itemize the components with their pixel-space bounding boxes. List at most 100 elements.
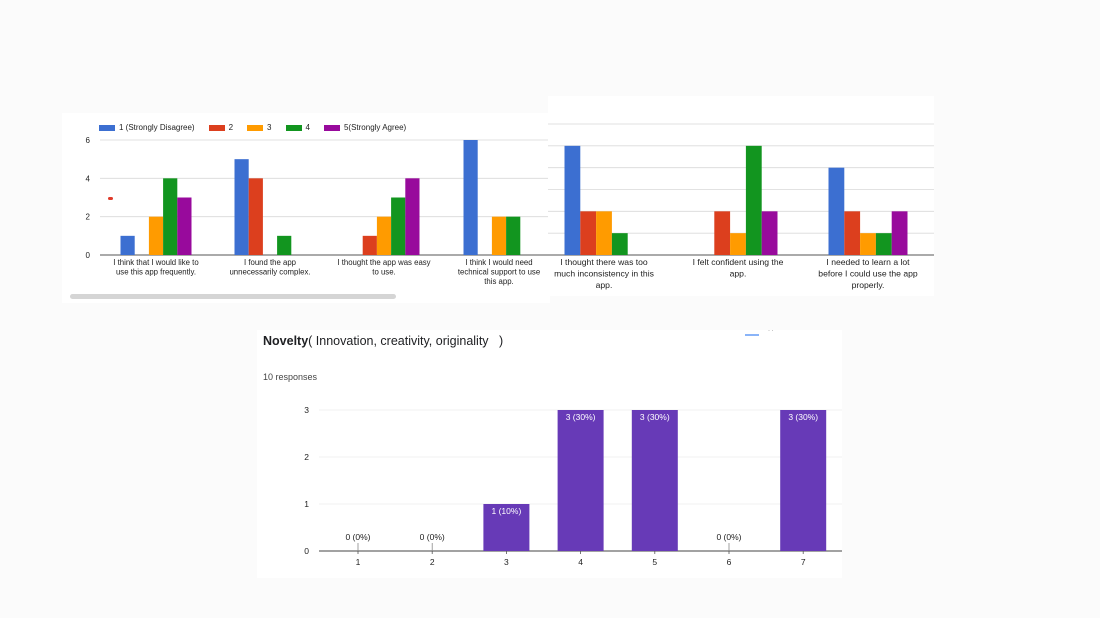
data-label: 0 (0%) <box>420 532 445 542</box>
data-label: 3 (30%) <box>566 412 596 422</box>
legend-label: 1 (Strongly Disagree) <box>119 123 195 132</box>
legend-item-2: 2 <box>208 123 234 132</box>
bar <box>844 211 861 255</box>
x-tick-label: 5 <box>652 557 657 567</box>
y-tick-label: 0 <box>304 546 309 556</box>
bar <box>631 410 678 551</box>
y-tick-label: 2 <box>86 213 91 222</box>
x-tick-label: 3 <box>504 557 509 567</box>
category-label: I think I would need <box>465 258 532 267</box>
bar <box>463 140 478 255</box>
y-tick-label: 6 <box>86 136 91 145</box>
bar <box>120 235 135 255</box>
category-label: much inconsistency in this <box>554 269 654 279</box>
data-label: 1 (10%) <box>492 506 522 516</box>
bar <box>730 233 746 255</box>
novelty-chart-card: Novelty( Innovation, creativity, origina… <box>257 330 842 578</box>
category-label: I found the app <box>244 258 297 267</box>
bar <box>405 178 420 255</box>
title-bold: Novelty <box>263 334 309 348</box>
bar <box>391 197 406 255</box>
red-mark <box>108 197 113 200</box>
category-label: use this app frequently. <box>116 268 196 277</box>
y-tick-label: 3 <box>304 405 309 415</box>
legend-swatch <box>323 124 340 131</box>
bar <box>483 504 530 551</box>
category-label: to use. <box>372 268 395 277</box>
bar <box>376 216 392 255</box>
x-tick-label: 1 <box>356 557 361 567</box>
bar <box>891 211 908 255</box>
bar <box>506 216 521 255</box>
bar <box>596 211 612 255</box>
y-tick-label: 4 <box>86 174 91 183</box>
legend-swatch <box>99 124 115 131</box>
bar <box>761 211 778 255</box>
horizontal-scrollbar[interactable] <box>70 294 396 299</box>
bar <box>714 211 731 255</box>
legend-label: 5(Strongly Agree) <box>343 123 407 132</box>
legend-swatch <box>247 124 264 131</box>
bar <box>148 216 164 255</box>
bar <box>860 233 876 255</box>
category-label: app. <box>596 280 613 290</box>
bar <box>177 197 192 255</box>
chart-title: Novelty( Innovation, creativity, origina… <box>263 334 503 348</box>
sus-chart-right: I thought there was too much inconsistenc… <box>548 96 934 296</box>
bar <box>557 410 604 551</box>
data-label: 0 (0%) <box>716 532 741 542</box>
bar-chart-svg: 0 1 2 3 1 0 (0%) 2 0 (0%) 3 1 (10%) 4 3 (30%) 5 3 (30… <box>304 405 842 567</box>
category-label: I thought there was too <box>560 257 648 267</box>
y-tick-label: 0 <box>86 251 91 260</box>
x-tick-label: 7 <box>801 557 806 567</box>
x-tick-label: 6 <box>727 557 732 567</box>
legend-item-5: 5(Strongly Agree) <box>323 123 407 132</box>
bar <box>611 233 628 255</box>
category-label: app. <box>730 269 747 279</box>
bar-chart-svg: I thought there was too much inconsistenc… <box>548 123 934 290</box>
legend-swatch <box>285 124 302 131</box>
bar <box>248 178 263 255</box>
bar <box>745 145 762 255</box>
bar <box>491 216 507 255</box>
legend-label: 3 <box>267 123 272 132</box>
bar <box>234 159 249 255</box>
bar <box>780 410 827 551</box>
category-label: I felt confident using the <box>693 257 784 267</box>
bar <box>564 145 581 255</box>
legend-label: 2 <box>228 123 234 132</box>
category-label: I needed to learn a lot <box>826 257 910 267</box>
data-label: 0 (0%) <box>345 532 370 542</box>
title-rest: ( Innovation, creativity, originality ) <box>308 334 504 348</box>
legend-label: 4 <box>305 123 310 132</box>
category-label: I think that I would like to <box>113 258 199 267</box>
legend-swatch <box>208 124 225 131</box>
y-tick-label: 2 <box>304 452 309 462</box>
bar <box>580 211 597 255</box>
more-icon[interactable]: · · <box>768 330 774 334</box>
data-label: 3 (30%) <box>640 412 670 422</box>
chart-legend: 1 (Strongly Disagree) 2 3 4 5(Strongly A… <box>99 123 420 132</box>
data-label: 3 (30%) <box>788 412 818 422</box>
x-tick-label: 2 <box>430 557 435 567</box>
bar <box>828 167 845 255</box>
legend-item-1: 1 (Strongly Disagree) <box>99 123 195 132</box>
category-label: technical support to use <box>458 268 540 277</box>
y-tick-label: 1 <box>304 499 309 509</box>
copy-icon[interactable] <box>745 330 759 336</box>
category-label: unnecessarily complex. <box>229 268 310 277</box>
category-label: this app. <box>484 277 513 286</box>
bar <box>163 178 178 255</box>
bar <box>362 235 377 255</box>
category-label: I thought the app was easy <box>337 258 430 267</box>
legend-item-4: 4 <box>285 123 310 132</box>
bar <box>875 233 892 255</box>
response-count: 10 responses <box>263 372 318 382</box>
sus-chart-left: 1 (Strongly Disagree) 2 3 4 5(Strongly A… <box>62 113 550 303</box>
category-label: before I could use the app <box>818 269 918 279</box>
category-label: properly. <box>852 280 885 290</box>
x-tick-label: 4 <box>578 557 583 567</box>
bar <box>277 235 292 255</box>
legend-item-3: 3 <box>247 123 272 132</box>
